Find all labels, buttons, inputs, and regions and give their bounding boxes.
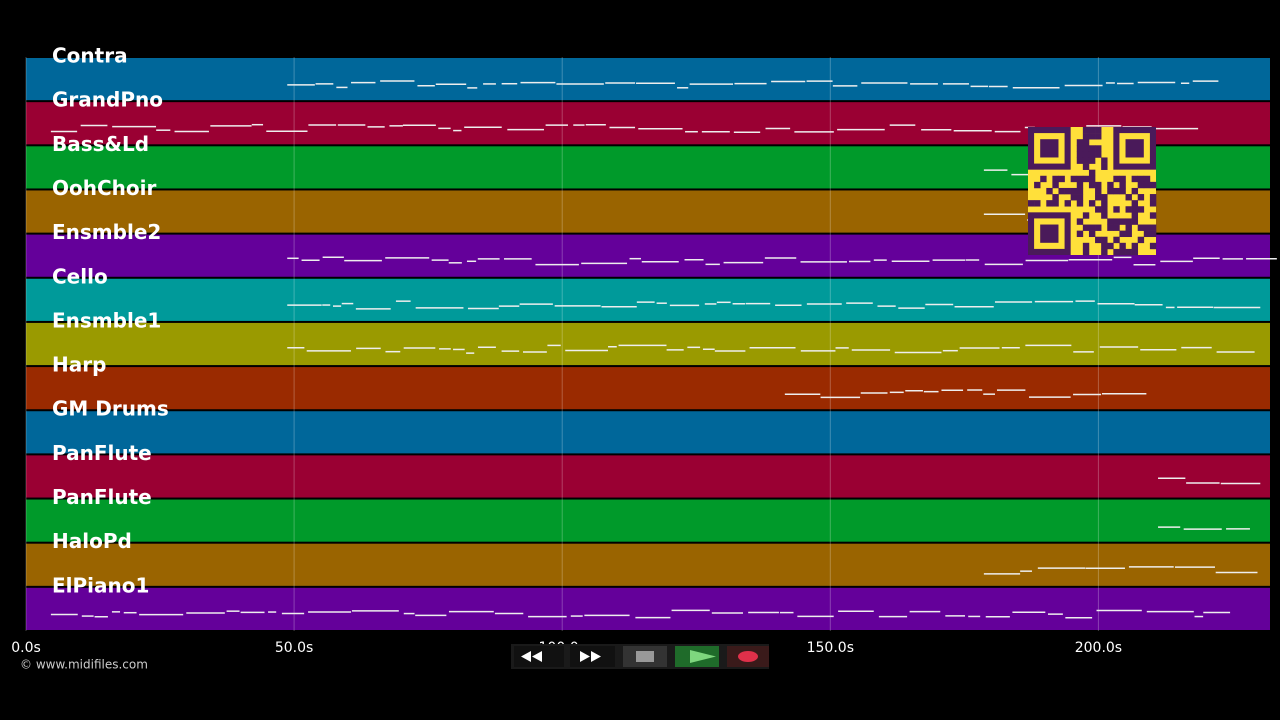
notes bbox=[50, 80, 1277, 619]
track-band bbox=[26, 367, 1270, 410]
track-label: Ensmble1 bbox=[52, 308, 161, 332]
track-label: Ensmble2 bbox=[52, 220, 161, 244]
track-label: ElPiano1 bbox=[52, 573, 149, 597]
track-label: OohChoir bbox=[52, 176, 156, 200]
track-band bbox=[26, 58, 1270, 101]
track-label: Cello bbox=[52, 264, 108, 288]
track-label: GrandPno bbox=[52, 88, 163, 112]
track-labels: Contra GrandPno Bass&Ld OohChoir Ensmble2 Cel… bbox=[52, 44, 169, 598]
track-band bbox=[26, 587, 1270, 630]
record-button[interactable] bbox=[727, 646, 769, 667]
track-label: PanFlute bbox=[52, 485, 152, 509]
track-band bbox=[26, 278, 1270, 321]
track-label: HaloPd bbox=[52, 529, 132, 553]
track-label: Bass&Ld bbox=[52, 132, 149, 156]
tick-label: 50.0s bbox=[275, 640, 313, 656]
tick-label: 150.0s bbox=[807, 640, 854, 656]
track-band bbox=[26, 499, 1270, 542]
tick-label: 0.0s bbox=[11, 640, 41, 656]
track-label: PanFlute bbox=[52, 441, 152, 465]
rewind-button[interactable] bbox=[514, 646, 564, 667]
tick-label: 200.0s bbox=[1075, 640, 1122, 656]
track-label: Harp bbox=[52, 353, 106, 377]
forward-button[interactable] bbox=[570, 646, 615, 667]
track-band bbox=[26, 543, 1270, 586]
track-band bbox=[26, 455, 1270, 498]
play-button[interactable] bbox=[675, 646, 719, 667]
track-band bbox=[26, 322, 1270, 366]
stop-button[interactable] bbox=[623, 646, 667, 667]
track-label: Contra bbox=[52, 44, 128, 68]
track-band bbox=[26, 411, 1270, 454]
copyright: © www.midifiles.com bbox=[20, 658, 148, 672]
track-label: GM Drums bbox=[52, 397, 169, 421]
qr-code bbox=[1028, 127, 1157, 256]
transport bbox=[511, 644, 769, 669]
